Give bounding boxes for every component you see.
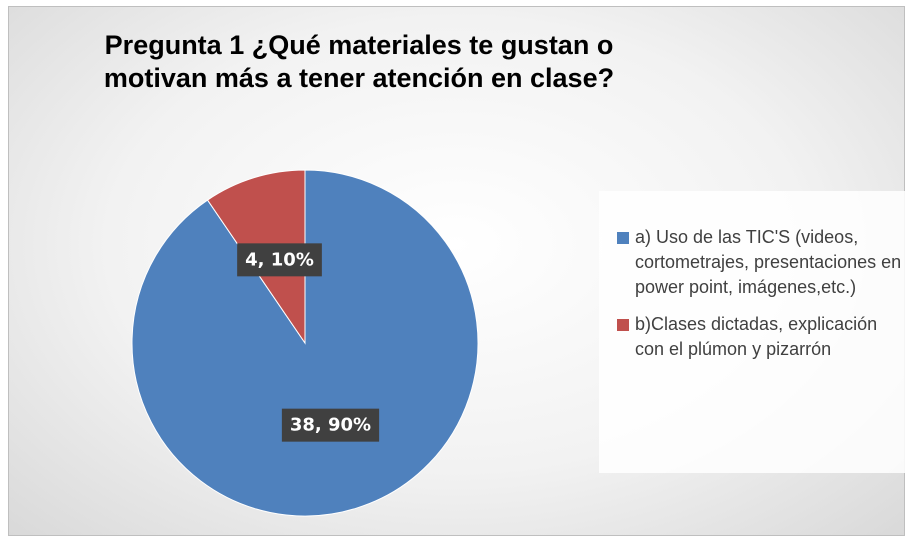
data-label-text: 4, 10% (245, 249, 314, 270)
legend-swatch (617, 232, 629, 244)
legend-entry: a) Uso de las TIC'S (videos, cortometraj… (617, 225, 902, 300)
data-label-box (237, 243, 322, 277)
data-label: 38, 90% (281, 408, 380, 442)
legend: a) Uso de las TIC'S (videos, cortometraj… (599, 191, 906, 473)
legend-text: b)Clases dictadas, explicación con el pl… (635, 314, 878, 359)
chart: 38, 90% 4, 10% Pregunta 1 ¿Qué materiales… (8, 6, 906, 536)
pie-area: 38, 90% 4, 10% (131, 169, 479, 517)
legend-swatch (617, 319, 629, 331)
data-label-box (281, 408, 380, 442)
data-label: 4, 10% (237, 243, 322, 277)
chart-title: Pregunta 1 ¿Qué materiales te gustan o m… (103, 30, 615, 93)
legend-text: a) Uso de las TIC'S (videos, cortometraj… (635, 227, 902, 297)
legend-entry: b)Clases dictadas, explicación con el pl… (617, 312, 902, 362)
data-label-text: 38, 90% (290, 415, 371, 436)
